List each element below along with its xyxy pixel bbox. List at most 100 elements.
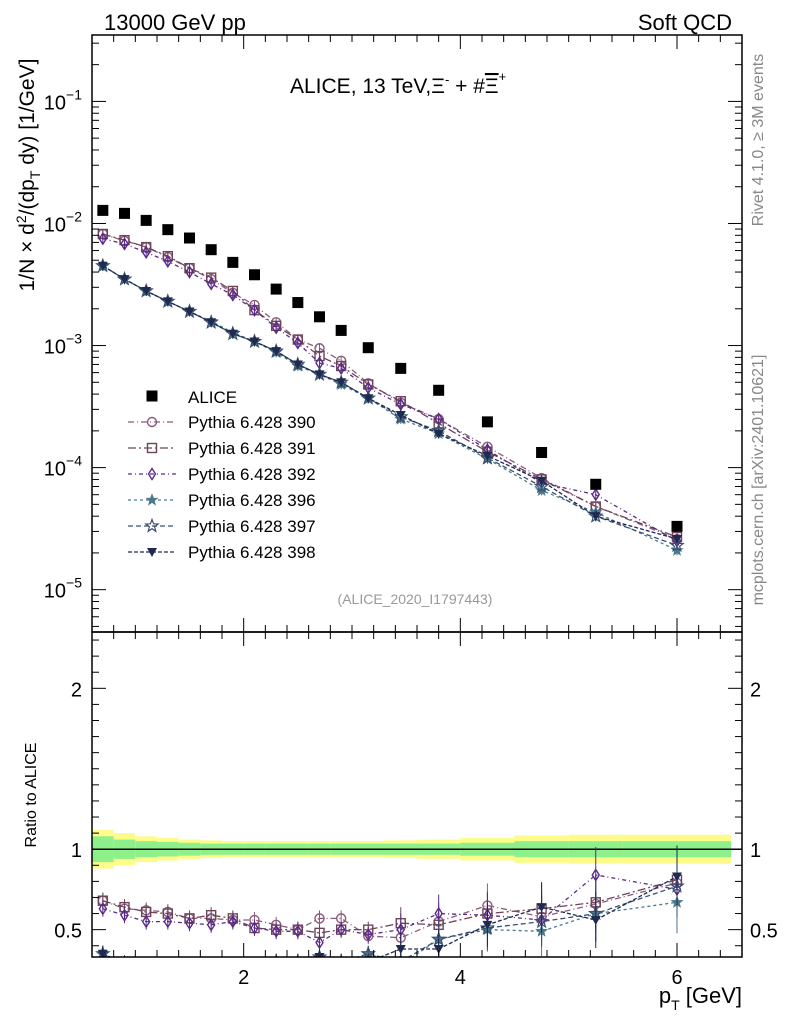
ratio-series-point-2-12: [363, 927, 373, 942]
data-point-17: [590, 478, 602, 490]
ratio-series-point-5-8: [271, 958, 281, 967]
main-data-series: [97, 204, 683, 532]
ratio-series-point-5-7: [250, 961, 260, 970]
ratio-series-point-5-13: [395, 944, 406, 954]
ratio-series-point-0-10: [314, 913, 325, 924]
main-series-point-5-3: [162, 297, 173, 307]
data-point-18: [671, 520, 683, 532]
data-point-7: [249, 269, 260, 281]
ratio-series-point-5-9: [293, 958, 303, 967]
data-point-13: [395, 362, 407, 374]
analysis-id: (ALICE_2020_I1797443): [338, 591, 493, 607]
ratio-series-point-2-5: [206, 918, 216, 932]
data-point-2: [140, 214, 152, 226]
ratio-y-axis-label: Ratio to ALICE: [23, 743, 40, 848]
main-series-point-2-2: [141, 245, 151, 260]
legend-marker-2: [147, 467, 157, 481]
main-ytick-label-exp-2: −3: [66, 331, 82, 347]
xlabel-p: p: [659, 983, 671, 1008]
ratio-series-line-2: [102, 874, 678, 944]
ratio-series-point-4-1: [123, 955, 126, 957]
main-ytick-label-exp-0: −5: [66, 575, 82, 591]
main-series-point-2-4: [185, 265, 194, 279]
data-point-5: [205, 244, 217, 256]
main-series-point-5-10: [314, 370, 325, 380]
main-series-point-5-17: [590, 512, 601, 522]
ratio-series-point-2-7: [250, 921, 259, 935]
ylabel-part-3: dy) [1/GeV]: [16, 59, 39, 171]
ratio-frame: [91, 631, 743, 958]
legend-label-2: Pythia 6.428 392: [188, 465, 316, 484]
ratio-series-point-5-6: [228, 964, 238, 973]
ratio-plot: 2 4 6 0.5 0.5 1 1 2 2: [54, 631, 778, 989]
ratio-series-point-5-5: [206, 964, 216, 973]
ratio-series-point-2-6: [228, 914, 238, 929]
ratio-series-point-5-15: [482, 920, 493, 930]
ratio-series-point-5-4: [185, 966, 195, 975]
ratio-series-point-5-12: [363, 958, 373, 967]
data-point-0: [97, 204, 109, 216]
main-series-group: [95, 204, 685, 556]
legend: ALICE Pythia 6.428 390 Pythia 6.428 391 Pyt…: [128, 388, 316, 562]
ratio-series-point-3-4: [184, 964, 195, 975]
ratio-series-point-5-17: [590, 915, 601, 925]
main-series-point-5-2: [141, 286, 152, 296]
ratio-series-point-3-13: [395, 959, 407, 970]
main-ytick-label-base-0: 10: [44, 581, 66, 603]
main-series-point-5-8: [271, 347, 282, 357]
legend-marker-4: [144, 517, 160, 533]
legend-marker-1: [146, 442, 158, 454]
ratio-xtick-label-0: 2: [238, 967, 249, 989]
main-series-point-5-9: [292, 360, 303, 370]
data-point-12: [362, 342, 374, 354]
main-series-5: [97, 260, 682, 545]
main-series-point-2-5: [206, 277, 216, 291]
main-ytick-label-4: 10−1: [44, 86, 82, 114]
header-left: 13000 GeV pp: [104, 10, 246, 35]
ratio-series-point-4-5: [205, 962, 217, 974]
title-anti: Ξ: [485, 75, 499, 98]
ylabel-sub-t: T: [27, 170, 43, 179]
main-ytick-label-base-1: 10: [44, 459, 66, 481]
main-series-point-5-15: [482, 451, 493, 461]
ratio-series-point-2-11: [336, 922, 346, 937]
legend-label-5: Pythia 6.428 398: [188, 543, 316, 562]
ratio-series-point-5-10: [314, 953, 325, 957]
ratio-series-point-4-2: [140, 962, 152, 974]
data-point-11: [335, 324, 347, 336]
main-series-point-5-5: [206, 318, 217, 328]
main-series-point-5-1: [119, 275, 130, 285]
ratio-series-point-3-7: [249, 959, 260, 970]
xlabel-sub-t: T: [671, 997, 680, 1013]
x-axis-label: pT [GeV]: [659, 983, 742, 1013]
main-series-point-5-12: [363, 394, 374, 404]
data-point-15: [481, 416, 493, 428]
ratio-series-point-2-17: [591, 868, 601, 882]
data-point-3: [162, 224, 174, 236]
main-series-point-2-0: [98, 231, 108, 246]
legend-label-4: Pythia 6.428 397: [188, 517, 316, 536]
ratio-series-point-5-1: [120, 959, 130, 968]
ratio-series-point-3-3: [162, 962, 173, 973]
title-plus: + #: [449, 75, 485, 98]
ratio-series-point-3-1: [124, 956, 125, 957]
ratio-series-point-2-10: [315, 935, 324, 950]
ratio-series-point-4-3: [162, 962, 174, 974]
legend-marker-0: [146, 416, 158, 428]
main-series-point-5-14: [433, 429, 444, 439]
main-series-point-5-4: [184, 307, 195, 317]
ylabel-sup-2: 2: [13, 215, 29, 223]
ratio-xtick-label-1: 4: [455, 967, 466, 989]
title-particle-sup: -: [445, 72, 449, 87]
ratio-series-point-2-4: [185, 916, 194, 931]
main-ytick-label-exp-3: −2: [66, 208, 82, 224]
legend-marker-3: [145, 493, 159, 506]
main-series-1: [97, 228, 683, 543]
main-plot: 10−510−410−310−210−1: [44, 34, 743, 633]
data-point-10: [314, 311, 325, 323]
ratio-series-point-2-9: [293, 924, 303, 939]
legend-label-3: Pythia 6.428 396: [188, 491, 316, 510]
main-series-2: [98, 231, 682, 548]
main-series-point-2-6: [228, 288, 238, 302]
